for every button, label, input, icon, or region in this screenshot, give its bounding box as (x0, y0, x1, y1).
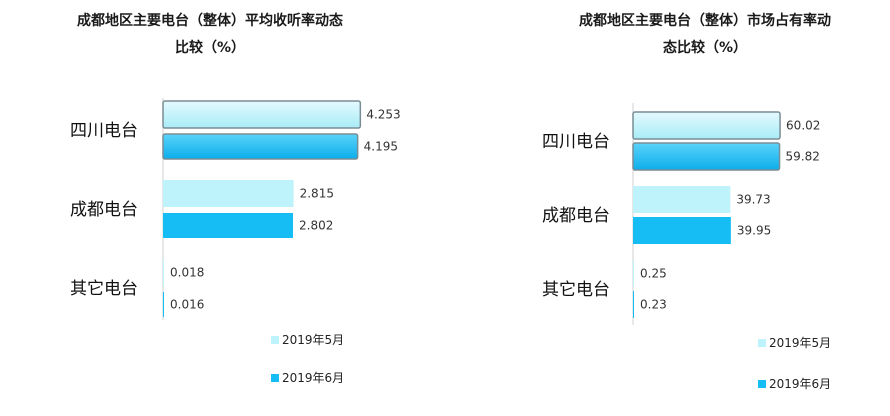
legend-label: 2019年5月 (769, 336, 831, 350)
data-label: 2.802 (299, 219, 333, 233)
legend-swatch (271, 374, 279, 382)
data-label: 0.016 (170, 298, 204, 312)
data-label: 4.195 (364, 140, 398, 154)
data-label: 0.25 (640, 267, 667, 281)
chart-title: 态比较（%） (663, 39, 747, 56)
legend-swatch (271, 336, 279, 344)
bar-june (163, 292, 164, 317)
category-label: 其它电台 (70, 279, 138, 299)
legend-label: 2019年6月 (282, 371, 344, 385)
bar-may (162, 100, 362, 129)
chart-title: 比较（%） (175, 39, 245, 56)
bar-june (632, 142, 781, 171)
bar-june (163, 213, 294, 238)
category-label: 四川电台 (542, 132, 610, 152)
legend-label: 2019年6月 (769, 377, 831, 391)
data-label: 4.253 (366, 108, 400, 122)
data-label: 0.018 (170, 266, 204, 280)
legend-swatch (758, 339, 766, 347)
bar-june (633, 217, 731, 244)
data-label: 0.23 (640, 298, 667, 312)
data-label: 2.815 (300, 187, 334, 201)
legend-label: 2019年5月 (282, 333, 344, 347)
bar-may (163, 259, 164, 286)
category-label: 四川电台 (70, 121, 138, 141)
category-label: 成都电台 (542, 206, 610, 226)
category-label: 成都电台 (70, 200, 138, 220)
data-label: 39.73 (736, 193, 770, 207)
bar-june (162, 133, 359, 160)
bar-june (633, 291, 634, 318)
bar-may (632, 111, 781, 140)
bar-may (633, 260, 634, 287)
chart-title: 成都地区主要电台（整体）市场占有率动 (579, 12, 831, 29)
chart-title: 成都地区主要电台（整体）平均收听率动态 (77, 12, 343, 29)
category-label: 其它电台 (542, 280, 610, 300)
legend-swatch (758, 380, 766, 388)
data-label: 39.95 (737, 224, 771, 238)
data-label: 59.82 (786, 150, 820, 164)
data-label: 60.02 (786, 119, 820, 133)
bar-may (633, 186, 731, 213)
bar-may (163, 180, 294, 207)
